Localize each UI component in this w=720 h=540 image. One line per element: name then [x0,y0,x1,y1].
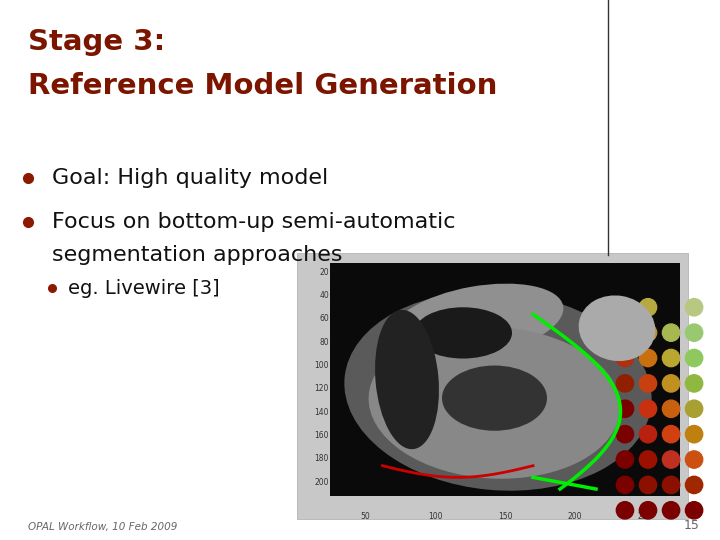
Circle shape [685,375,703,392]
Text: 200: 200 [568,512,582,521]
Circle shape [685,400,703,417]
Ellipse shape [579,295,655,361]
Ellipse shape [391,284,563,359]
Circle shape [639,451,657,468]
Text: segmentation approaches: segmentation approaches [52,245,343,265]
Text: 50: 50 [360,512,370,521]
Circle shape [639,299,657,316]
Circle shape [685,324,703,341]
Text: 150: 150 [498,512,512,521]
Circle shape [616,476,634,494]
Text: 120: 120 [315,384,329,393]
FancyBboxPatch shape [330,263,680,496]
Ellipse shape [414,307,512,359]
Text: Goal: High quality model: Goal: High quality model [52,168,328,188]
FancyBboxPatch shape [297,253,688,519]
Circle shape [662,502,680,519]
Circle shape [639,375,657,392]
Circle shape [685,502,703,519]
Circle shape [616,502,634,519]
Circle shape [685,299,703,316]
Circle shape [639,324,657,341]
Text: 250: 250 [638,512,652,521]
Text: Reference Model Generation: Reference Model Generation [28,72,498,100]
Text: OPAL Workflow, 10 Feb 2009: OPAL Workflow, 10 Feb 2009 [28,522,177,532]
Circle shape [662,400,680,417]
Circle shape [685,451,703,468]
Circle shape [662,349,680,367]
Text: Focus on bottom-up semi-automatic: Focus on bottom-up semi-automatic [52,212,456,232]
Circle shape [616,400,634,417]
Text: 60: 60 [319,314,329,323]
Text: 160: 160 [315,431,329,440]
Ellipse shape [369,327,621,478]
Ellipse shape [442,366,547,431]
Ellipse shape [344,292,652,491]
Text: 40: 40 [319,291,329,300]
Circle shape [639,349,657,367]
Text: 200: 200 [315,477,329,487]
Circle shape [616,426,634,443]
Circle shape [616,451,634,468]
Circle shape [685,349,703,367]
Text: eg. Livewire [3]: eg. Livewire [3] [68,279,220,298]
Circle shape [662,375,680,392]
Text: 180: 180 [315,454,329,463]
Text: 100: 100 [315,361,329,370]
Circle shape [639,476,657,494]
Text: 100: 100 [428,512,442,521]
Circle shape [662,324,680,341]
Circle shape [639,400,657,417]
Circle shape [616,375,634,392]
Text: Stage 3:: Stage 3: [28,28,166,56]
Circle shape [616,349,634,367]
Circle shape [662,451,680,468]
Circle shape [662,426,680,443]
Circle shape [639,502,657,519]
Circle shape [685,426,703,443]
Text: 80: 80 [320,338,329,347]
Circle shape [685,476,703,494]
Circle shape [662,476,680,494]
Ellipse shape [375,310,439,449]
Text: 15: 15 [684,519,700,532]
Circle shape [639,426,657,443]
Text: 20: 20 [320,268,329,277]
Text: 140: 140 [315,408,329,417]
